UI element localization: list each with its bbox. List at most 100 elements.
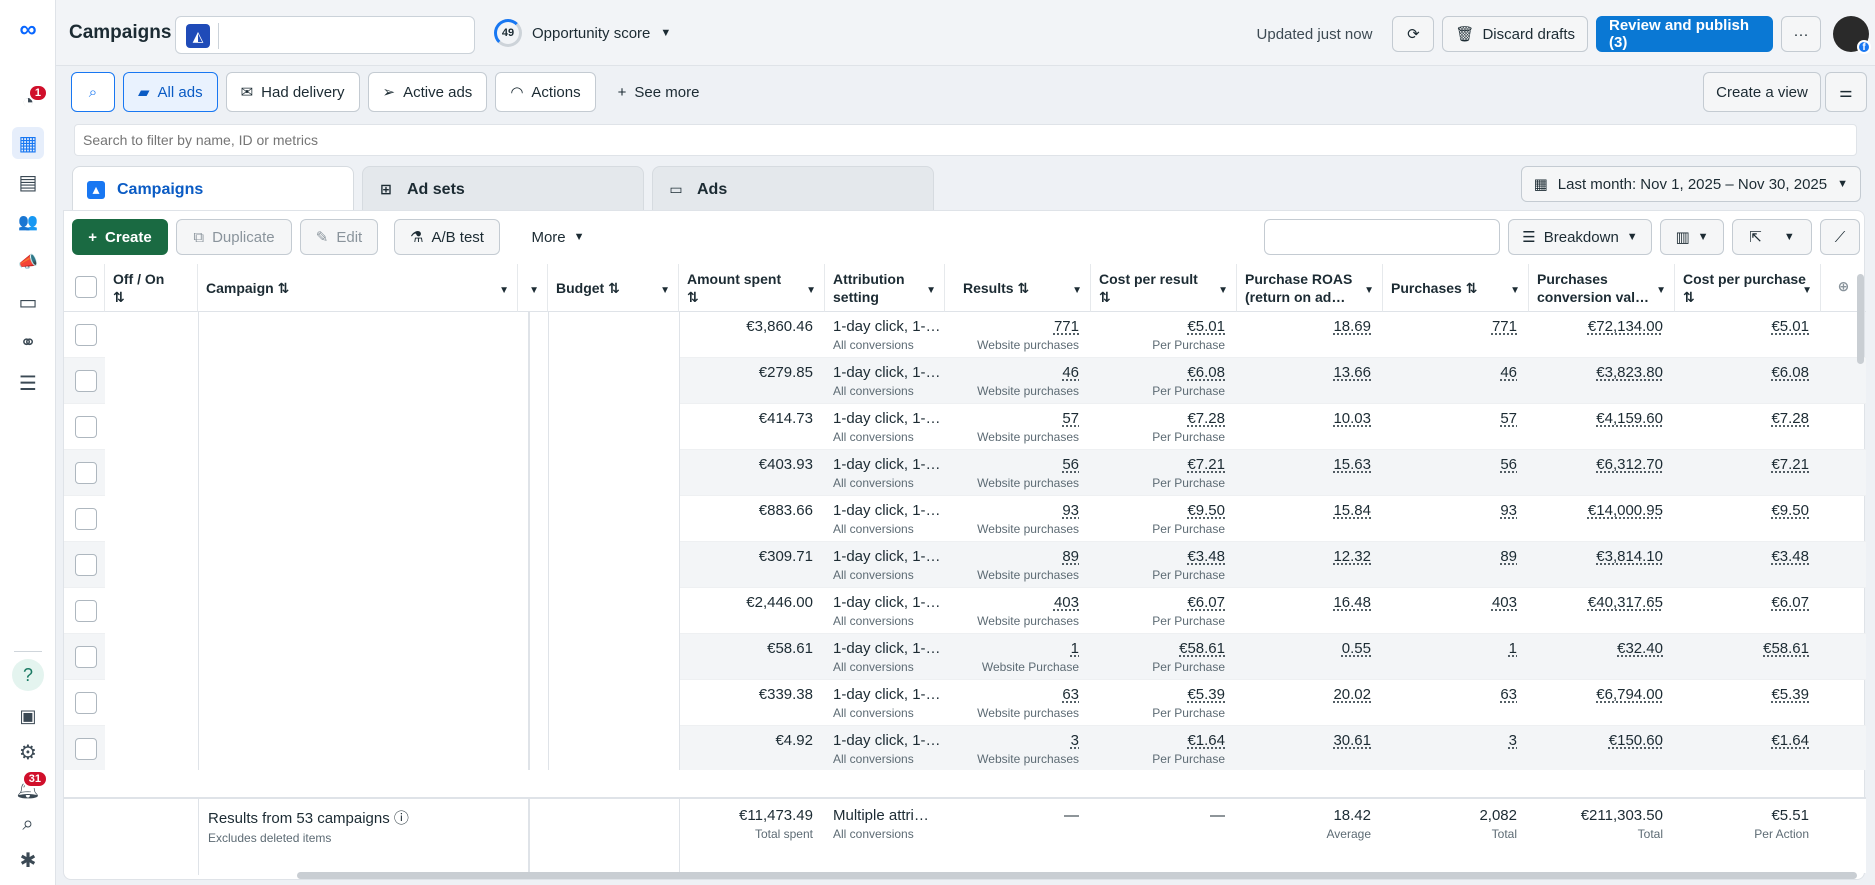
table-row[interactable]: €883.66 1-day click, 1-… All conversions 93… bbox=[64, 496, 1866, 542]
refresh-button[interactable]: ⟳ bbox=[1392, 16, 1435, 52]
cell-purchases[interactable]: 771 bbox=[1383, 312, 1529, 358]
row-checkbox[interactable] bbox=[75, 554, 97, 576]
cell-roas[interactable]: 10.03 bbox=[1237, 404, 1383, 450]
cell-results[interactable]: 89 Website purchases bbox=[945, 542, 1091, 588]
cell-purchases[interactable]: 57 bbox=[1383, 404, 1529, 450]
cell-cpp[interactable]: €6.08 bbox=[1675, 358, 1821, 404]
header-cost-per-result[interactable]: Cost per result ⇅ ▼ bbox=[1091, 264, 1237, 312]
cell-cpr[interactable]: €6.08 Per Purchase bbox=[1091, 358, 1237, 404]
row-checkbox[interactable] bbox=[75, 738, 97, 760]
cell-cpr[interactable]: €7.28 Per Purchase bbox=[1091, 404, 1237, 450]
cell-purchases[interactable]: 56 bbox=[1383, 450, 1529, 496]
row-checkbox[interactable] bbox=[75, 370, 97, 392]
advertising-megaphone-icon[interactable]: 📣 bbox=[18, 254, 38, 271]
cell-roas[interactable]: 13.66 bbox=[1237, 358, 1383, 404]
create-view-button[interactable]: Create a view bbox=[1703, 72, 1821, 112]
row-checkbox[interactable] bbox=[75, 416, 97, 438]
tab-campaigns[interactable]: ▴ Campaigns bbox=[72, 166, 354, 212]
filter-actions[interactable]: ◠ Actions bbox=[495, 72, 596, 112]
tab-ads[interactable]: ▭ Ads bbox=[652, 166, 934, 212]
table-row[interactable]: €309.71 1-day click, 1-… All conversions 89… bbox=[64, 542, 1866, 588]
table-row[interactable]: €403.93 1-day click, 1-… All conversions 56… bbox=[64, 450, 1866, 496]
cell-cpr[interactable]: €9.50 Per Purchase bbox=[1091, 496, 1237, 542]
table-row[interactable]: €339.38 1-day click, 1-… All conversions 63… bbox=[64, 680, 1866, 726]
header-results[interactable]: Results ⇅ ▼ bbox=[945, 264, 1091, 312]
horizontal-scrollbar[interactable] bbox=[297, 872, 1857, 879]
cell-cpr[interactable]: €1.64 Per Purchase bbox=[1091, 726, 1237, 770]
cell-value[interactable]: €6,312.70 bbox=[1529, 450, 1675, 496]
row-checkbox[interactable] bbox=[75, 324, 97, 346]
row-checkbox[interactable] bbox=[75, 462, 97, 484]
chart-toggle-button[interactable]: ⟋ bbox=[1820, 219, 1860, 255]
cell-cpp[interactable]: €5.39 bbox=[1675, 680, 1821, 726]
select-all-checkbox[interactable] bbox=[75, 276, 97, 298]
filter-all-ads[interactable]: ▰ All ads bbox=[123, 72, 218, 112]
campaign-name-cell[interactable] bbox=[105, 312, 679, 358]
header-campaign[interactable]: Campaign ⇅ ▼ bbox=[198, 264, 518, 312]
cell-cpp[interactable]: €3.48 bbox=[1675, 542, 1821, 588]
cell-results[interactable]: 1 Website Purchase bbox=[945, 634, 1091, 680]
cell-purchases[interactable]: 3 bbox=[1383, 726, 1529, 770]
row-checkbox[interactable] bbox=[75, 508, 97, 530]
cell-value[interactable]: €40,317.65 bbox=[1529, 588, 1675, 634]
cell-cpp[interactable]: €7.21 bbox=[1675, 450, 1821, 496]
table-row[interactable]: €58.61 1-day click, 1-… All conversions 1 We… bbox=[64, 634, 1866, 680]
edit-button[interactable]: ✎ Edit bbox=[300, 219, 378, 255]
cell-value[interactable]: €6,794.00 bbox=[1529, 680, 1675, 726]
view-settings-button[interactable]: ⚌ bbox=[1825, 72, 1867, 112]
cell-value[interactable]: €14,000.95 bbox=[1529, 496, 1675, 542]
help-icon[interactable]: ? bbox=[12, 659, 44, 691]
cell-cpp[interactable]: €6.07 bbox=[1675, 588, 1821, 634]
meta-logo-icon[interactable]: ∞ bbox=[19, 16, 37, 43]
cell-cpr[interactable]: €5.01 Per Purchase bbox=[1091, 312, 1237, 358]
campaign-name-cell[interactable] bbox=[105, 496, 679, 542]
cell-cpr[interactable]: €5.39 Per Purchase bbox=[1091, 680, 1237, 726]
settings-gear-icon[interactable]: ⚙ bbox=[19, 741, 37, 764]
header-conversion-value[interactable]: Purchases conversion val… ▼ bbox=[1529, 264, 1675, 312]
header-budget[interactable]: Budget ⇅ ▼ bbox=[548, 264, 679, 312]
cell-results[interactable]: 46 Website purchases bbox=[945, 358, 1091, 404]
header-purchases[interactable]: Purchases ⇅ ▼ bbox=[1383, 264, 1529, 312]
cell-purchases[interactable]: 46 bbox=[1383, 358, 1529, 404]
search-icon[interactable]: ⌕ bbox=[22, 812, 34, 835]
notifications-bell-icon[interactable]: 🔔︎ 31 bbox=[12, 770, 48, 804]
campaign-name-cell[interactable] bbox=[105, 634, 679, 680]
news-icon[interactable]: ▣ bbox=[19, 705, 37, 726]
cell-cpr[interactable]: €58.61 Per Purchase bbox=[1091, 634, 1237, 680]
cell-value[interactable]: €32.40 bbox=[1529, 634, 1675, 680]
add-column-button[interactable]: ⊕ bbox=[1821, 264, 1866, 312]
cell-cpp[interactable]: €58.61 bbox=[1675, 634, 1821, 680]
breakdown-button[interactable]: ☰ Breakdown ▼ bbox=[1508, 219, 1652, 255]
cell-value[interactable]: €3,814.10 bbox=[1529, 542, 1675, 588]
duplicate-button[interactable]: ⧉ Duplicate bbox=[176, 219, 292, 255]
billing-card-icon[interactable]: ▭ bbox=[18, 291, 38, 314]
business-graph-icon[interactable]: ⚭ bbox=[19, 331, 37, 354]
header-attribution[interactable]: Attribution setting ▼ bbox=[825, 264, 945, 312]
cell-cpp[interactable]: €9.50 bbox=[1675, 496, 1821, 542]
cell-value[interactable]: €4,159.60 bbox=[1529, 404, 1675, 450]
header-cost-per-purchase[interactable]: Cost per purchase ⇅ ▼ bbox=[1675, 264, 1821, 312]
reports-icon[interactable]: ▤ bbox=[18, 171, 38, 194]
cell-cpr[interactable]: €6.07 Per Purchase bbox=[1091, 588, 1237, 634]
campaign-name-cell[interactable] bbox=[105, 542, 679, 588]
cell-cpp[interactable]: €5.01 bbox=[1675, 312, 1821, 358]
filter-active-ads[interactable]: ➢ Active ads bbox=[367, 72, 488, 112]
table-row[interactable]: €2,446.00 1-day click, 1-… All conversions… bbox=[64, 588, 1866, 634]
see-more-button[interactable]: + See more bbox=[604, 72, 714, 112]
table-row[interactable]: €3,860.46 1-day click, 1-… All conversions… bbox=[64, 312, 1866, 358]
cell-results[interactable]: 63 Website purchases bbox=[945, 680, 1091, 726]
search-button[interactable]: ⌕ bbox=[71, 72, 115, 112]
filter-had-delivery[interactable]: ✉ Had delivery bbox=[225, 72, 360, 112]
avatar[interactable]: f bbox=[1833, 16, 1871, 54]
create-button[interactable]: + Create bbox=[72, 219, 168, 255]
header-amount-spent[interactable]: Amount spent ⇅ ▼ bbox=[679, 264, 825, 312]
row-checkbox[interactable] bbox=[75, 600, 97, 622]
date-range-picker[interactable]: ▦ Last month: Nov 1, 2025 – Nov 30, 2025… bbox=[1520, 166, 1861, 202]
cell-cpr[interactable]: €7.21 Per Purchase bbox=[1091, 450, 1237, 496]
cell-cpp[interactable]: €7.28 bbox=[1675, 404, 1821, 450]
cell-purchases[interactable]: 63 bbox=[1383, 680, 1529, 726]
review-publish-button[interactable]: Review and publish (3) bbox=[1596, 16, 1773, 52]
campaign-name-cell[interactable] bbox=[105, 726, 679, 770]
cell-purchases[interactable]: 89 bbox=[1383, 542, 1529, 588]
header-purchase-roas[interactable]: Purchase ROAS (return on ad… ▼ bbox=[1237, 264, 1383, 312]
